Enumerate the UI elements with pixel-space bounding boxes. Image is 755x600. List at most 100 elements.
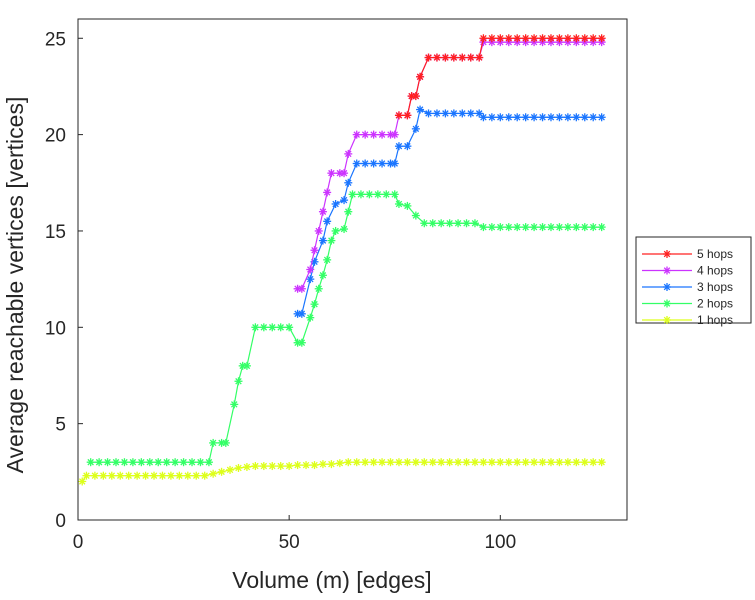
data-point [302, 461, 311, 470]
data-point [310, 461, 319, 470]
data-point [242, 463, 251, 472]
data-point [597, 113, 606, 122]
data-point [323, 255, 332, 264]
x-tick-label: 100 [484, 532, 516, 553]
data-point [327, 236, 336, 245]
data-point [487, 223, 496, 232]
data-point [340, 169, 349, 178]
data-point [555, 458, 564, 467]
data-point [411, 124, 420, 133]
data-point [538, 458, 547, 467]
data-point [530, 223, 539, 232]
data-point [234, 377, 243, 386]
data-point [487, 458, 496, 467]
data-point [128, 458, 137, 467]
data-point [361, 130, 370, 139]
legend-label: 4 hops [697, 264, 733, 278]
data-point [221, 438, 230, 447]
data-point [297, 338, 306, 347]
legend-box [635, 236, 752, 324]
data-point [572, 113, 581, 122]
data-point [504, 458, 513, 467]
data-point [259, 462, 268, 471]
data-point [158, 471, 167, 480]
data-point [597, 458, 606, 467]
x-tick-label: 0 [73, 532, 84, 553]
data-point [441, 109, 450, 118]
data-point [546, 113, 555, 122]
data-point [175, 471, 184, 480]
data-point [416, 105, 425, 114]
legend-label: 2 hops [697, 297, 733, 311]
data-point [487, 113, 496, 122]
data-point [390, 190, 399, 199]
data-point [580, 113, 589, 122]
legend-item-4-hops: 4 hops [642, 264, 733, 278]
data-point [390, 130, 399, 139]
data-point [555, 34, 564, 43]
data-point [344, 458, 353, 467]
data-point [344, 178, 353, 187]
data-point [230, 400, 239, 409]
series-1-hops [78, 458, 606, 486]
data-point [466, 109, 475, 118]
y-tick-label: 20 [45, 126, 66, 147]
y-tick-label: 10 [45, 318, 66, 339]
data-point [479, 458, 488, 467]
data-point [217, 467, 226, 476]
data-point [589, 223, 598, 232]
data-point [318, 236, 327, 245]
data-point [378, 159, 387, 168]
data-point [378, 458, 387, 467]
data-point [462, 458, 471, 467]
data-point [403, 201, 412, 210]
data-point [411, 211, 420, 220]
data-point [538, 113, 547, 122]
data-point [314, 226, 323, 235]
data-point [356, 190, 365, 199]
data-point [555, 113, 564, 122]
data-point [107, 471, 116, 480]
data-point [361, 159, 370, 168]
data-point [521, 458, 530, 467]
data-point [513, 458, 522, 467]
data-point [82, 471, 91, 480]
legend-marker [663, 266, 671, 275]
data-point [454, 458, 463, 467]
data-point [572, 458, 581, 467]
data-point [171, 458, 180, 467]
data-point [120, 458, 129, 467]
data-point [369, 159, 378, 168]
data-point [437, 458, 446, 467]
plot-frame [77, 18, 628, 521]
data-point [188, 458, 197, 467]
data-point [306, 313, 315, 322]
data-point [323, 217, 332, 226]
data-point [589, 34, 598, 43]
data-point [112, 458, 121, 467]
data-point [348, 190, 357, 199]
data-point [200, 471, 209, 480]
data-point [310, 246, 319, 255]
data-point [580, 458, 589, 467]
data-point [597, 34, 606, 43]
data-point [352, 159, 361, 168]
data-point [454, 219, 463, 228]
data-point [445, 458, 454, 467]
data-point [521, 223, 530, 232]
data-point [166, 471, 175, 480]
data-point [124, 471, 133, 480]
data-point [458, 53, 467, 62]
legend-marker [663, 250, 671, 258]
data-point [318, 271, 327, 280]
data-point [563, 34, 572, 43]
data-point [424, 53, 433, 62]
data-point [209, 469, 218, 478]
data-point [318, 207, 327, 216]
data-point [306, 265, 315, 274]
axis-ticks: 0 50 100 0 5 10 15 20 25 [45, 29, 516, 553]
data-point [589, 458, 598, 467]
x-tick-label: 50 [279, 532, 300, 553]
data-point [470, 219, 479, 228]
data-point [145, 458, 154, 467]
